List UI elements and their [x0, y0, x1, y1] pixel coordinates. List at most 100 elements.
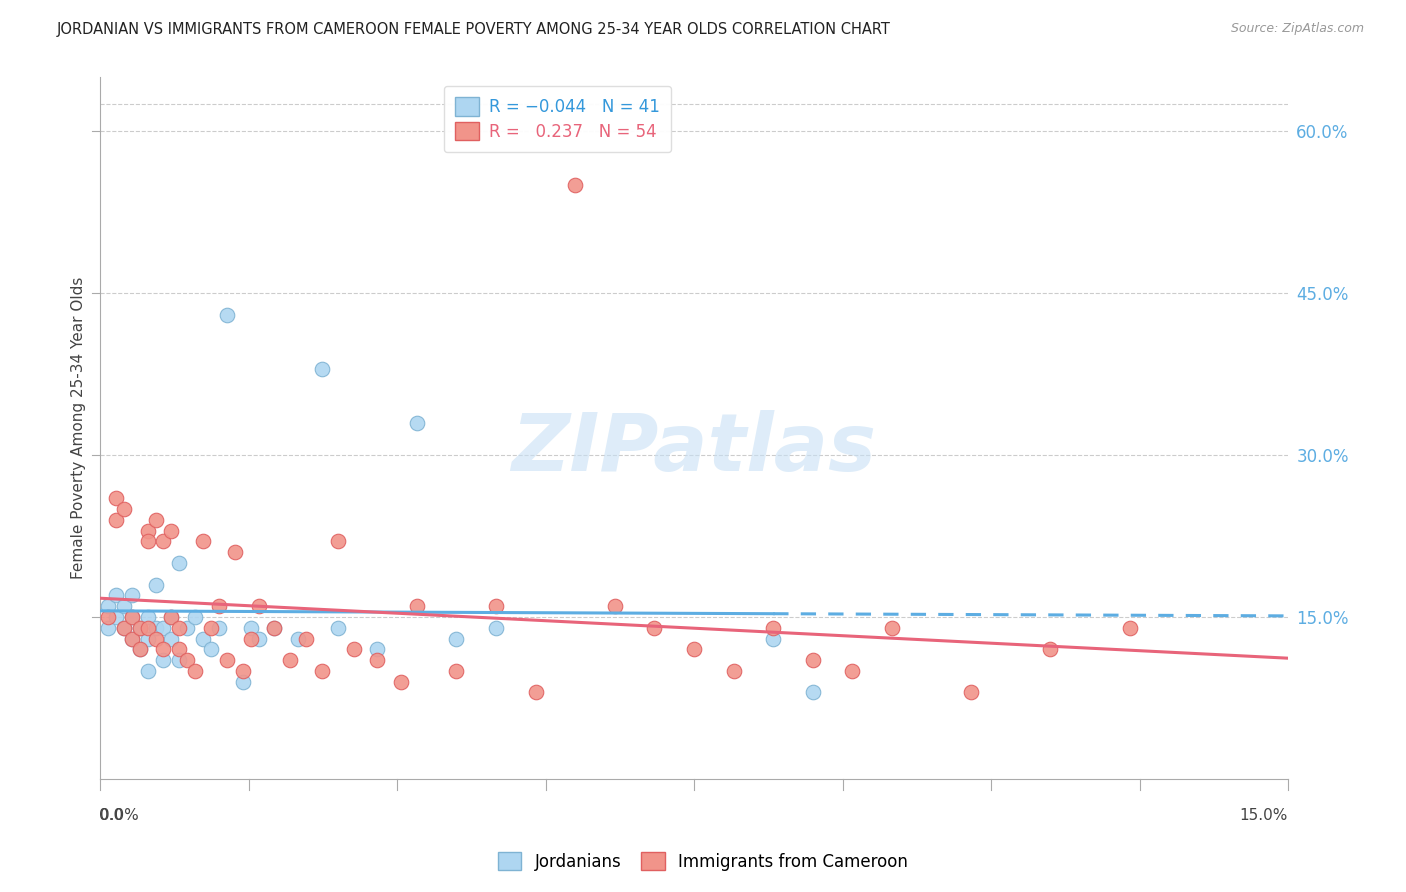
Point: [121, 588, 143, 602]
Point: [121, 632, 143, 646]
Text: 0.0: 0.0: [98, 808, 124, 823]
Point: [97, 610, 120, 624]
Point: [169, 556, 191, 570]
Point: [841, 664, 863, 678]
Point: [278, 653, 301, 667]
Point: [524, 685, 547, 699]
Point: [200, 642, 222, 657]
Point: [643, 621, 665, 635]
Point: [136, 534, 159, 549]
Point: [485, 621, 508, 635]
Point: [389, 674, 412, 689]
Point: [762, 621, 785, 635]
Point: [128, 621, 150, 635]
Point: [136, 610, 159, 624]
Point: [121, 610, 143, 624]
Point: [191, 534, 214, 549]
Point: [152, 653, 174, 667]
Point: [366, 653, 388, 667]
Point: [247, 632, 270, 646]
Point: [366, 642, 388, 657]
Point: [683, 642, 706, 657]
Point: [152, 621, 174, 635]
Point: [160, 632, 183, 646]
Point: [104, 588, 127, 602]
Text: ZIPatlas: ZIPatlas: [512, 410, 876, 488]
Point: [128, 642, 150, 657]
Point: [232, 674, 254, 689]
Y-axis label: Female Poverty Among 25-34 Year Olds: Female Poverty Among 25-34 Year Olds: [72, 277, 86, 579]
Point: [880, 621, 903, 635]
Point: [176, 653, 198, 667]
Point: [239, 632, 262, 646]
Point: [960, 685, 983, 699]
Point: [160, 610, 183, 624]
Text: Source: ZipAtlas.com: Source: ZipAtlas.com: [1230, 22, 1364, 36]
Point: [152, 642, 174, 657]
Point: [121, 610, 143, 624]
Point: [136, 664, 159, 678]
Point: [145, 621, 167, 635]
Point: [723, 664, 745, 678]
Point: [128, 621, 150, 635]
Point: [184, 610, 207, 624]
Point: [152, 534, 174, 549]
Point: [104, 513, 127, 527]
Point: [406, 599, 429, 614]
Text: JORDANIAN VS IMMIGRANTS FROM CAMEROON FEMALE POVERTY AMONG 25-34 YEAR OLDS CORRE: JORDANIAN VS IMMIGRANTS FROM CAMEROON FE…: [56, 22, 890, 37]
Point: [136, 621, 159, 635]
Point: [160, 524, 183, 538]
Text: 15.0%: 15.0%: [1240, 808, 1288, 823]
Point: [247, 599, 270, 614]
Point: [136, 524, 159, 538]
Point: [104, 610, 127, 624]
Point: [208, 621, 231, 635]
Legend: R = −0.044   N = 41, R =   0.237   N = 54: R = −0.044 N = 41, R = 0.237 N = 54: [444, 86, 671, 153]
Point: [112, 621, 135, 635]
Point: [208, 599, 231, 614]
Point: [342, 642, 364, 657]
Point: [485, 599, 508, 614]
Point: [215, 653, 238, 667]
Point: [145, 632, 167, 646]
Point: [446, 632, 468, 646]
Point: [169, 642, 191, 657]
Point: [239, 621, 262, 635]
Point: [215, 308, 238, 322]
Point: [406, 416, 429, 430]
Point: [176, 621, 198, 635]
Point: [128, 642, 150, 657]
Point: [112, 599, 135, 614]
Point: [160, 610, 183, 624]
Point: [224, 545, 246, 559]
Point: [169, 621, 191, 635]
Point: [184, 664, 207, 678]
Point: [263, 621, 285, 635]
Point: [1118, 621, 1140, 635]
Point: [169, 653, 191, 667]
Point: [1039, 642, 1062, 657]
Point: [311, 664, 333, 678]
Point: [326, 621, 349, 635]
Point: [263, 621, 285, 635]
Point: [200, 621, 222, 635]
Point: [145, 513, 167, 527]
Text: 0.0%: 0.0%: [100, 808, 139, 823]
Point: [326, 534, 349, 549]
Point: [762, 632, 785, 646]
Point: [112, 621, 135, 635]
Point: [191, 632, 214, 646]
Point: [801, 653, 824, 667]
Point: [121, 632, 143, 646]
Point: [295, 632, 318, 646]
Point: [97, 599, 120, 614]
Point: [232, 664, 254, 678]
Point: [112, 502, 135, 516]
Point: [104, 491, 127, 506]
Point: [564, 178, 586, 193]
Point: [136, 632, 159, 646]
Point: [446, 664, 468, 678]
Point: [801, 685, 824, 699]
Point: [287, 632, 309, 646]
Point: [311, 361, 333, 376]
